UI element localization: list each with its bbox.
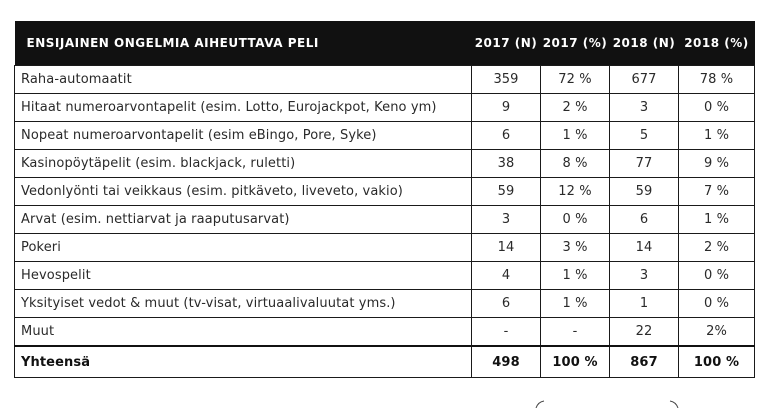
table-row: Hitaat numeroarvontapelit (esim. Lotto, … — [14, 93, 755, 122]
table-row: Yksityiset vedot & muut (tv-visat, virtu… — [14, 289, 755, 318]
cropped-bracket-marks — [535, 400, 679, 408]
cell-2018-n: 5 — [609, 121, 679, 150]
cell-2017-n: 6 — [471, 289, 541, 318]
total-2017-n: 498 — [471, 345, 541, 378]
header-2017-pct: 2017 (%) — [540, 21, 610, 66]
cell-2018-pct: 0 % — [678, 289, 755, 318]
total-row: Yhteensä 498 100 % 867 100 % — [14, 345, 755, 378]
cell-2018-n: 1 — [609, 289, 679, 318]
left-bracket-fragment — [535, 400, 545, 408]
cell-2017-n: 59 — [471, 177, 541, 206]
row-label: Nopeat numeroarvontapelit (esim eBingo, … — [14, 121, 472, 150]
row-label: Yksityiset vedot & muut (tv-visat, virtu… — [14, 289, 472, 318]
game-problem-table: ENSIJAINEN ONGELMIA AIHEUTTAVA PELI 2017… — [14, 21, 755, 378]
cell-2017-n: 14 — [471, 233, 541, 262]
cell-2018-pct: 2% — [678, 317, 755, 347]
table-row: Nopeat numeroarvontapelit (esim eBingo, … — [14, 121, 755, 150]
cell-2017-pct: 2 % — [540, 93, 610, 122]
cell-2018-pct: 7 % — [678, 177, 755, 206]
table-row: Raha-automaatit 359 72 % 677 78 % — [14, 65, 755, 94]
header-game-type: ENSIJAINEN ONGELMIA AIHEUTTAVA PELI — [14, 21, 472, 66]
cell-2018-pct: 1 % — [678, 121, 755, 150]
row-label: Raha-automaatit — [14, 65, 472, 94]
cell-2018-n: 77 — [609, 149, 679, 178]
row-label: Pokeri — [14, 233, 472, 262]
cell-2018-pct: 9 % — [678, 149, 755, 178]
cell-2018-n: 677 — [609, 65, 679, 94]
cell-2018-pct: 0 % — [678, 93, 755, 122]
cell-2017-pct: 1 % — [540, 289, 610, 318]
header-2018-pct: 2018 (%) — [678, 21, 755, 66]
cell-2017-pct: 0 % — [540, 205, 610, 234]
right-bracket-fragment — [669, 400, 679, 408]
cell-2018-pct: 0 % — [678, 261, 755, 290]
header-2018-n: 2018 (N) — [609, 21, 679, 66]
cell-2017-pct: 1 % — [540, 121, 610, 150]
cell-2017-n: 38 — [471, 149, 541, 178]
cell-2018-n: 6 — [609, 205, 679, 234]
table-row: Kasinopöytäpelit (esim. blackjack, rulet… — [14, 149, 755, 178]
row-label: Vedonlyönti tai veikkaus (esim. pitkävet… — [14, 177, 472, 206]
cell-2018-n: 14 — [609, 233, 679, 262]
cell-2018-n: 3 — [609, 261, 679, 290]
cell-2017-n: 359 — [471, 65, 541, 94]
cell-2017-n: 9 — [471, 93, 541, 122]
total-label: Yhteensä — [14, 345, 472, 378]
row-label: Arvat (esim. nettiarvat ja raaputusarvat… — [14, 205, 472, 234]
row-label: Kasinopöytäpelit (esim. blackjack, rulet… — [14, 149, 472, 178]
row-label: Hevospelit — [14, 261, 472, 290]
cell-2018-n: 22 — [609, 317, 679, 347]
cell-2017-n: 4 — [471, 261, 541, 290]
table-row: Hevospelit 4 1 % 3 0 % — [14, 261, 755, 290]
table-row: Pokeri 14 3 % 14 2 % — [14, 233, 755, 262]
total-2018-n: 867 — [609, 345, 679, 378]
header-2017-n: 2017 (N) — [471, 21, 541, 66]
total-2017-pct: 100 % — [540, 345, 610, 378]
cell-2017-pct: 72 % — [540, 65, 610, 94]
cell-2017-n: 6 — [471, 121, 541, 150]
cell-2018-n: 59 — [609, 177, 679, 206]
table-row: Vedonlyönti tai veikkaus (esim. pitkävet… — [14, 177, 755, 206]
total-2018-pct: 100 % — [678, 345, 755, 378]
table-row: Arvat (esim. nettiarvat ja raaputusarvat… — [14, 205, 755, 234]
table-row: Muut - - 22 2% — [14, 317, 755, 347]
cell-2018-pct: 1 % — [678, 205, 755, 234]
cell-2018-pct: 2 % — [678, 233, 755, 262]
row-label: Muut — [14, 317, 472, 347]
cell-2018-pct: 78 % — [678, 65, 755, 94]
cell-2017-n: - — [471, 317, 541, 347]
cell-2017-pct: 12 % — [540, 177, 610, 206]
table-header-row: ENSIJAINEN ONGELMIA AIHEUTTAVA PELI 2017… — [14, 21, 755, 66]
cell-2017-pct: 1 % — [540, 261, 610, 290]
game-problem-table-container: ENSIJAINEN ONGELMIA AIHEUTTAVA PELI 2017… — [14, 21, 755, 378]
cell-2018-n: 3 — [609, 93, 679, 122]
cell-2017-pct: 8 % — [540, 149, 610, 178]
cell-2017-pct: 3 % — [540, 233, 610, 262]
row-label: Hitaat numeroarvontapelit (esim. Lotto, … — [14, 93, 472, 122]
cell-2017-n: 3 — [471, 205, 541, 234]
cell-2017-pct: - — [540, 317, 610, 347]
